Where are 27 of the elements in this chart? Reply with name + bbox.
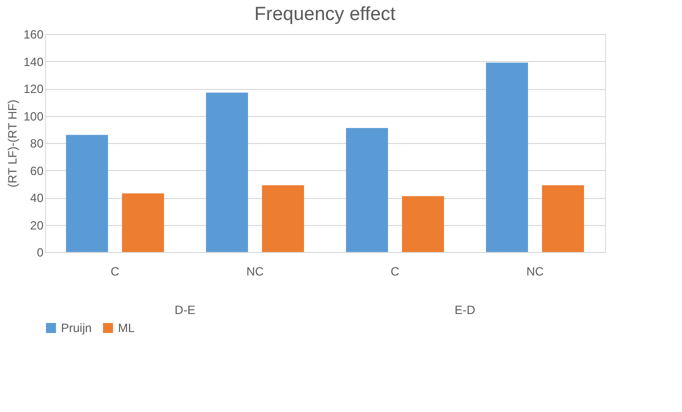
- y-tick-label: 160: [23, 28, 44, 42]
- bar: [206, 92, 248, 252]
- text: D-E: [174, 303, 196, 317]
- x-tick-label: C: [110, 264, 120, 278]
- bar: [486, 62, 528, 252]
- x-tick-label: C: [390, 264, 400, 278]
- y-tick-label: 40: [30, 191, 44, 205]
- y-tick-label: 100: [23, 109, 44, 124]
- legend-label: Pruijn: [61, 321, 92, 335]
- y-tick-label: 120: [23, 82, 44, 96]
- y-tick-label: 20: [30, 218, 44, 232]
- legend-label: ML: [118, 321, 135, 335]
- bar: [402, 196, 444, 252]
- bar: [542, 185, 584, 252]
- y-tick-label: 80: [30, 136, 44, 150]
- chart-title: Frequency effect: [254, 4, 396, 25]
- bar: [122, 193, 164, 252]
- y-tick-label: 60: [30, 164, 44, 178]
- y-tick-label: 0: [36, 246, 44, 260]
- x-tick-label: NC: [246, 264, 264, 278]
- text: E-D: [454, 303, 476, 317]
- bar: [66, 134, 108, 252]
- y-tick-label: 140: [23, 54, 44, 69]
- y-axis-title: (RT LF)-(RT HF): [5, 100, 20, 188]
- bar: [262, 185, 304, 252]
- bar: [346, 128, 388, 252]
- x-tick-label: NC: [526, 264, 544, 278]
